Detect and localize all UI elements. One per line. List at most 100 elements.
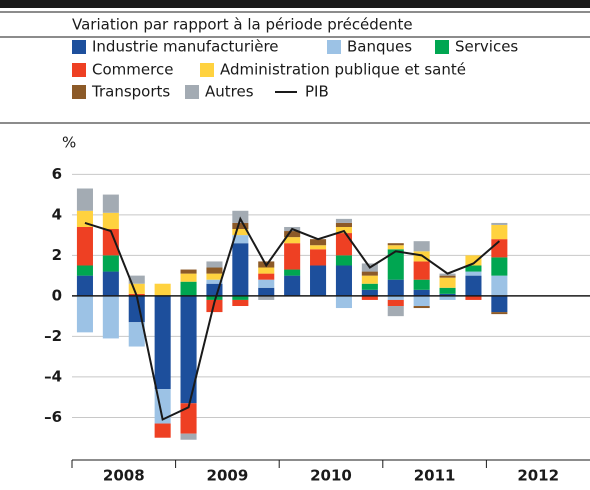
- bar-segment: [76, 295, 93, 333]
- line: [84, 216, 501, 421]
- bar-segment: [232, 243, 249, 296]
- year-label: 2009: [207, 467, 249, 485]
- legend-label: PIB: [305, 83, 329, 101]
- bar-segment: [128, 322, 145, 347]
- year-label: 2011: [414, 467, 456, 485]
- bar-segment: [439, 277, 456, 288]
- legend-label: Autres: [205, 83, 254, 101]
- bar-segment: [102, 271, 119, 296]
- bar-segment: [154, 283, 171, 296]
- bar-segment: [335, 255, 352, 266]
- bar-segment: [284, 269, 301, 276]
- bar-segment: [258, 279, 275, 288]
- bar-segment: [76, 188, 93, 211]
- bar-segment: [335, 295, 352, 309]
- bar-segment: [284, 243, 301, 270]
- y-tick-label: –2: [44, 327, 62, 345]
- y-tick-label: 2: [52, 246, 62, 264]
- bar-segment: [232, 229, 249, 236]
- bar-segment: [465, 295, 482, 300]
- legend-swatch: [435, 40, 449, 54]
- bar-segment: [335, 222, 352, 227]
- bar-segment: [102, 194, 119, 213]
- legend-label: Industrie manufacturière: [92, 38, 279, 56]
- bar-segment: [180, 269, 197, 274]
- bar-segment: [232, 295, 249, 300]
- bar-segment: [387, 306, 404, 317]
- bar-segment: [439, 287, 456, 294]
- bar-segment: [258, 295, 275, 300]
- bar-segment: [439, 275, 456, 278]
- bar-segment: [258, 273, 275, 280]
- bar-segment: [76, 226, 93, 266]
- y-tick-label: 4: [52, 205, 62, 223]
- bar-segment: [206, 295, 223, 300]
- bar-segment: [76, 210, 93, 227]
- bar-segment: [206, 261, 223, 268]
- bar-segment: [180, 403, 197, 434]
- bar-segment: [491, 275, 508, 296]
- year-label: 2008: [103, 467, 145, 485]
- bar-segment: [180, 281, 197, 296]
- y-tick-label: –6: [44, 408, 62, 426]
- y-tick-label: 0: [52, 286, 62, 304]
- bar-segment: [387, 249, 404, 280]
- bar-segment: [232, 222, 249, 230]
- year-label: 2012: [517, 467, 559, 485]
- bar-segment: [76, 265, 93, 276]
- bar-segment: [413, 289, 430, 296]
- bar-segment: [465, 265, 482, 272]
- bar-segment: [310, 245, 327, 250]
- bar-segment: [284, 231, 301, 238]
- legend-swatch: [200, 63, 214, 77]
- bar-segment: [361, 275, 378, 284]
- legend-label: Services: [455, 38, 518, 56]
- bar-segment: [154, 423, 171, 438]
- subtitle: Variation par rapport à la période précé…: [72, 16, 413, 34]
- bar-segment: [361, 295, 378, 300]
- bar-segment: [361, 271, 378, 276]
- bar-segment: [76, 275, 93, 296]
- bar-segment: [413, 279, 430, 290]
- bar-segment: [310, 239, 327, 246]
- bar-segment: [310, 249, 327, 266]
- bar-segment: [335, 233, 352, 256]
- legend-swatch: [327, 40, 341, 54]
- legend-label: Transports: [91, 83, 170, 101]
- bar-segment: [180, 433, 197, 440]
- bar-segment: [491, 257, 508, 276]
- bar-segment: [102, 295, 119, 339]
- y-unit: %: [62, 134, 76, 152]
- legend-swatch: [72, 40, 86, 54]
- bar-segment: [387, 243, 404, 246]
- bar-segment: [387, 279, 404, 296]
- bar-segment: [361, 283, 378, 290]
- bar-segment: [335, 265, 352, 296]
- bar-segment: [206, 279, 223, 284]
- bar-segment: [465, 255, 482, 266]
- bar-segment: [413, 306, 430, 309]
- bar-segment: [232, 299, 249, 307]
- bar-segment: [258, 267, 275, 274]
- bar-segment: [465, 271, 482, 276]
- legend-label: Commerce: [92, 61, 173, 79]
- bar-segment: [128, 275, 145, 284]
- legend-swatch: [72, 85, 86, 99]
- legend-label: Administration publique et santé: [220, 61, 466, 79]
- bar-segment: [491, 224, 508, 240]
- bar-segment: [128, 283, 145, 294]
- bar-segment: [232, 235, 249, 244]
- top-band: [0, 0, 590, 8]
- bar-segment: [258, 287, 275, 296]
- bar-segment: [335, 218, 352, 223]
- bar-segment: [102, 255, 119, 272]
- bar-segment: [206, 273, 223, 280]
- bar-segment: [439, 295, 456, 300]
- bar-segment: [102, 212, 119, 230]
- bar-segment: [491, 222, 508, 225]
- legend-swatch: [72, 63, 86, 77]
- bar-segment: [284, 275, 301, 296]
- legend-swatch: [185, 85, 199, 99]
